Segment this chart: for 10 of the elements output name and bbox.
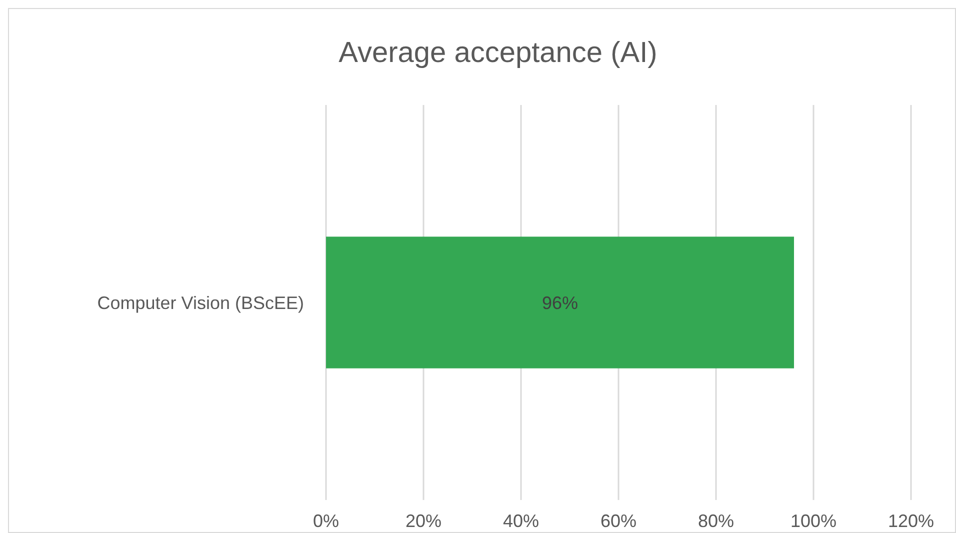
x-tick-label: 40% <box>502 511 540 531</box>
y-tick-label: Computer Vision (BScEE) <box>97 292 304 313</box>
x-tick-label: 0% <box>312 511 340 531</box>
x-tick-label: 80% <box>698 511 734 531</box>
x-tick-label: 100% <box>790 511 837 531</box>
x-tick-label: 60% <box>600 511 637 531</box>
data-label: 96% <box>542 292 578 313</box>
chart-title: Average acceptance (AI) <box>338 37 658 69</box>
x-tick-label: 20% <box>405 511 442 531</box>
x-tick-label: 120% <box>888 511 934 531</box>
